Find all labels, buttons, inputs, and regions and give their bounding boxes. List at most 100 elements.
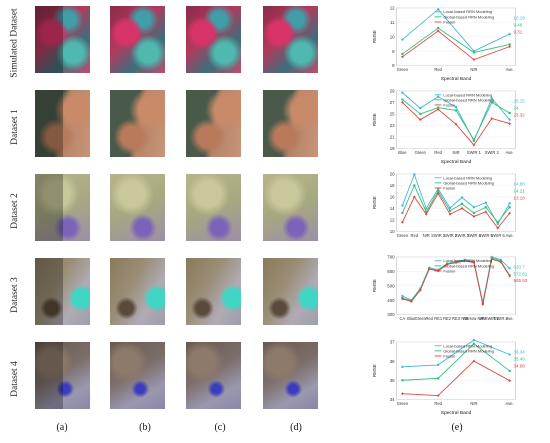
x-tick-label: Ave. [506, 67, 514, 72]
series-line-3 [402, 360, 510, 397]
x-tick-label: SWIR 2 [443, 233, 458, 238]
legend-label: Fusion [443, 102, 455, 107]
x-tick-label: Narrow NIR [463, 316, 484, 321]
y-tick-label: 700 [387, 255, 395, 260]
y-tick-label: 12 [390, 218, 395, 223]
data-point [437, 106, 440, 109]
legend-label: Local-based RRN Modeling [443, 175, 492, 180]
y-tick-label: 19 [390, 146, 395, 151]
x-tick-label: SWIR 2 [485, 150, 500, 155]
data-point [460, 196, 464, 199]
legend-label: Global-based RRN Modeling [443, 180, 494, 185]
y-tick-label: 300 [387, 312, 395, 317]
data-point [401, 204, 404, 207]
rmse-chart-5: 34 35 36 37 Green Red NIR Ave. Spectral Band RMSE… [372, 338, 526, 416]
value-annotation: 35.49 [514, 356, 526, 361]
satellite-image-row4-col1 [35, 258, 90, 325]
x-tick-label: SWIR 1 [485, 316, 500, 321]
y-tick-label: 400 [387, 298, 395, 303]
row-label-dataset-3: Dataset 3 [10, 276, 20, 313]
data-point [437, 377, 440, 380]
x-tick-label: SWIR 6 [491, 233, 506, 238]
rmse-chart-2: 19 21 23 25 27 29 Blue Green Red NIR SWIR 1 SWIR 2 A… [372, 89, 526, 165]
satellite-image-row2-col1 [35, 90, 90, 157]
legend-label: Fusion [443, 19, 455, 24]
satellite-image-row1-col1 [35, 6, 90, 73]
satellite-image-row5-col1 [35, 342, 90, 409]
row-label-simulated: Simulated Dataset [10, 7, 21, 78]
data-point [401, 91, 404, 94]
x-axis-label: Spectral Band [441, 159, 472, 165]
y-tick-label: 18 [390, 183, 395, 188]
x-tick-label: Red [434, 150, 441, 155]
column-label-b: (b) [139, 422, 151, 433]
column-label-e: (e) [451, 422, 463, 433]
data-point [401, 379, 404, 382]
data-point [496, 226, 500, 230]
y-tick-label: 34 [390, 397, 395, 402]
satellite-image-row1-col3 [186, 6, 241, 73]
satellite-image-row5-col4 [263, 342, 318, 409]
satellite-image-row3-col2 [110, 174, 165, 241]
x-tick-label: RE1 [434, 316, 443, 321]
x-tick-label: NIR [453, 150, 460, 155]
data-point [508, 111, 511, 115]
series-line-2 [402, 343, 510, 381]
value-annotation: 34.98 [514, 363, 526, 368]
x-tick-label: RE3 [452, 316, 461, 321]
satellite-image-row5-col3 [186, 342, 241, 409]
series-line-2 [401, 184, 510, 223]
data-point [401, 294, 404, 298]
x-tick-label: Green [397, 67, 408, 72]
data-point [472, 211, 475, 215]
reference-half-overlay [35, 174, 63, 241]
row-label-dataset-4: Dataset 4 [10, 360, 20, 397]
data-point [508, 206, 511, 209]
data-point [437, 190, 440, 193]
data-point [472, 342, 475, 345]
y-tick-label: 29 [390, 89, 395, 94]
legend-label: Local-based RRN Modeling [443, 258, 492, 263]
x-tick-label: Ave. [506, 401, 514, 406]
value-annotation: 14.88 [514, 182, 526, 187]
value-annotation: 24 [514, 105, 519, 110]
value-annotation: 13.18 [514, 195, 526, 200]
data-point [508, 202, 511, 205]
x-tick-label: Ave. [506, 150, 514, 155]
data-point [454, 109, 458, 112]
value-annotation: 25.15 [514, 99, 526, 104]
data-point [508, 122, 512, 125]
reference-half-overlay [35, 258, 63, 325]
legend-label: Global-based RRN Modeling [443, 97, 494, 102]
data-point [436, 95, 440, 98]
series-line-2 [402, 27, 510, 55]
data-point [508, 45, 512, 48]
x-tick-label: NIR [470, 401, 477, 406]
data-point [454, 105, 458, 109]
y-tick-label: 36 [390, 359, 395, 364]
legend-label: Fusion [443, 185, 455, 190]
x-tick-label: Red [434, 67, 441, 72]
series-line-1 [402, 8, 510, 52]
data-point [413, 184, 416, 187]
satellite-image-row1-col4 [263, 6, 318, 73]
data-point [508, 32, 511, 36]
data-point [508, 267, 511, 270]
x-tick-label: SWIR 1 [431, 233, 446, 238]
data-point [401, 297, 404, 301]
data-point [401, 392, 404, 396]
y-tick-label: 8 [392, 63, 395, 68]
y-tick-label: 9 [392, 49, 395, 54]
satellite-image-row5-col2 [110, 342, 165, 409]
data-point [424, 212, 428, 216]
legend-label: Global-based RRN Modeling [443, 348, 494, 353]
data-point [508, 353, 511, 356]
x-tick-label: NIR [423, 233, 430, 238]
value-annotation: 620.7 [514, 265, 526, 270]
y-tick-label: 16 [390, 195, 395, 200]
data-point [472, 51, 475, 54]
rmse-chart-4: 300 400 500 600 700 CA Blue Green Red RE1 RE2 RE3 NI… [372, 255, 528, 321]
y-tick-label: 500 [387, 283, 395, 288]
data-point [484, 201, 487, 204]
